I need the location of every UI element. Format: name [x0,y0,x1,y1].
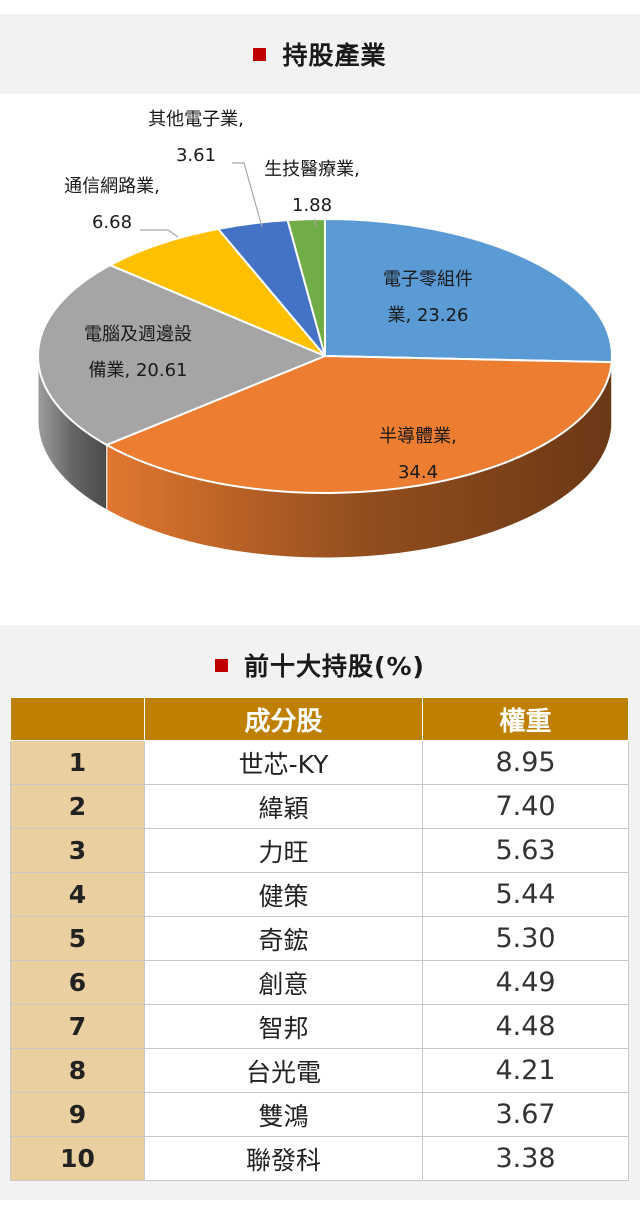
rank-cell: 8 [10,1048,145,1093]
weight-cell: 4.21 [422,1048,629,1093]
weight-cell: 3.38 [422,1136,629,1181]
weight-cell: 5.30 [422,916,629,961]
table-row: 1 世芯-KY 8.95 [10,740,629,785]
title-bullet-icon [215,659,229,672]
rank-cell: 6 [10,960,145,1005]
pie-slice [286,217,326,357]
slice-label: 電腦及週邊設 [84,324,192,345]
weight-cell: 8.95 [422,740,629,785]
header-rank [10,697,145,741]
pie-slice [324,217,613,364]
rank-cell: 4 [10,872,145,917]
table-row: 4 健策 5.44 [10,872,629,917]
header-weight: 權重 [422,697,629,741]
stock-name-cell: 健策 [144,872,423,917]
industry-chart-panel: 持股產業 電子零組件業, 23.26 半導體業, 34.4 電腦及週邊設 備業, 20.… [0,14,640,584]
label-leader-line [140,229,179,238]
stock-name-cell: 聯發科 [144,1136,423,1181]
weight-cell: 5.44 [422,872,629,917]
stock-name-cell: 世芯-KY [144,740,423,785]
header-stock: 成分股 [144,697,423,741]
table-row: 10 聯發科 3.38 [10,1136,629,1181]
chart-title: 持股產業 [0,36,640,72]
pie-slice [107,227,326,357]
stock-name-cell: 台光電 [144,1048,423,1093]
table-title: 前十大持股(%) [0,647,640,683]
slice-label: 34.4 [398,462,438,483]
table-row: 5 奇鋐 5.30 [10,916,629,961]
table-row: 7 智邦 4.48 [10,1004,629,1049]
weight-cell: 4.49 [422,960,629,1005]
weight-cell: 5.63 [422,828,629,873]
stock-name-cell: 創意 [144,960,423,1005]
slice-label: 半導體業, [379,426,457,447]
chart-title-text: 持股產業 [282,41,387,70]
slice-label: 備業, 20.61 [89,360,188,381]
rank-cell: 2 [10,784,145,829]
table-row: 3 力旺 5.63 [10,828,629,873]
stock-name-cell: 智邦 [144,1004,423,1049]
label-leader-line [232,162,263,228]
rank-cell: 10 [10,1136,145,1181]
stock-name-cell: 力旺 [144,828,423,873]
title-bullet-icon [253,48,267,61]
rank-cell: 3 [10,828,145,873]
slice-label: 生技醫療業, [264,159,360,180]
slice-label: 6.68 [92,212,132,233]
table-row: 8 台光電 4.21 [10,1048,629,1093]
rank-cell: 5 [10,916,145,961]
table-row: 6 創意 4.49 [10,960,629,1005]
stock-name-cell: 緯穎 [144,784,423,829]
slice-label: 1.88 [292,195,332,216]
table-row: 2 緯穎 7.40 [10,784,629,829]
label-leader-line [314,218,317,228]
slice-label: 3.61 [176,145,216,166]
rank-cell: 1 [10,740,145,785]
table-row: 9 雙鴻 3.67 [10,1092,629,1137]
weight-cell: 3.67 [422,1092,629,1137]
top-holdings-panel: 前十大持股(%) 成分股 權重 1 世芯-KY 8.95 2 緯穎 7.40 3 力旺 5.63… [0,625,640,1200]
rank-cell: 7 [10,1004,145,1049]
table-title-text: 前十大持股(%) [244,652,425,681]
weight-cell: 7.40 [422,784,629,829]
stock-name-cell: 雙鴻 [144,1092,423,1137]
rank-cell: 9 [10,1092,145,1137]
pie-slice [37,264,328,447]
stock-name-cell: 奇鋐 [144,916,423,961]
slice-label: 通信網路業, [64,176,160,197]
weight-cell: 4.48 [422,1004,629,1049]
pie-slice [104,354,613,494]
slice-label: 其他電子業, [148,109,244,130]
slice-label: 電子零組件 [383,269,473,290]
slice-label: 業, 23.26 [388,305,469,326]
table-header-row: 成分股 權重 [10,697,629,741]
holdings-table: 成分股 權重 1 世芯-KY 8.95 2 緯穎 7.40 3 力旺 5.63 4 健策 5.44 5 奇… [10,697,629,1181]
